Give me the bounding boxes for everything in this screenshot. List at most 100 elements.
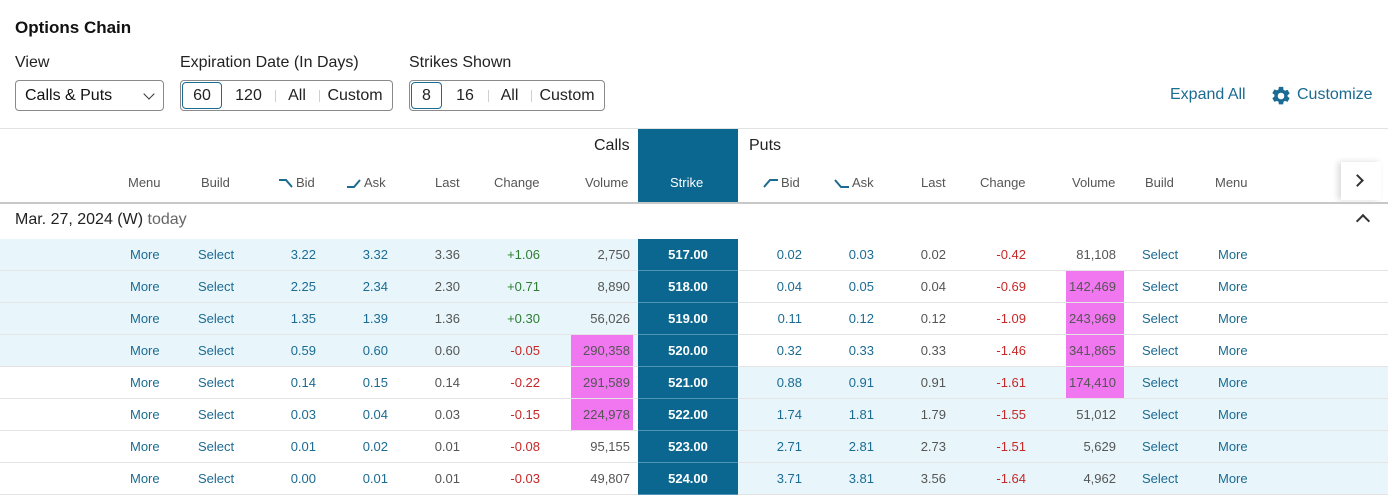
strike-price: 517.00 xyxy=(638,239,738,271)
put-bid: 0.11 xyxy=(777,311,802,326)
expiration-option-120[interactable]: 120 xyxy=(235,87,262,104)
call-last: 0.01 xyxy=(434,439,460,454)
expiry-note: today xyxy=(147,211,187,228)
put-last: 0.33 xyxy=(920,343,946,358)
put-more-link[interactable]: More xyxy=(1218,279,1248,294)
put-select-link[interactable]: Select xyxy=(1142,343,1179,358)
expiry-date: Mar. 27, 2024 (W) xyxy=(15,211,144,228)
call-select-link[interactable]: Select xyxy=(198,471,235,486)
call-last-header: Last xyxy=(435,175,460,190)
put-ask-header[interactable]: Ask xyxy=(834,175,874,190)
put-last: 0.02 xyxy=(920,247,946,262)
volume-highlight xyxy=(1066,335,1124,366)
call-select-link[interactable]: Select xyxy=(198,311,235,326)
call-ask: 0.01 xyxy=(362,471,388,486)
put-bid-header-label: Bid xyxy=(781,175,800,190)
put-more-link[interactable]: More xyxy=(1218,471,1248,486)
put-change: -1.64 xyxy=(996,471,1026,486)
put-select-link[interactable]: Select xyxy=(1142,311,1179,326)
put-change: -0.69 xyxy=(996,279,1026,294)
view-dropdown[interactable]: Calls & Puts xyxy=(15,80,164,111)
call-change: -0.15 xyxy=(510,407,540,422)
put-change: -1.09 xyxy=(996,311,1026,326)
call-select-link[interactable]: Select xyxy=(198,439,235,454)
put-change-header: Change xyxy=(980,175,1026,190)
put-volume: 81,108 xyxy=(1076,247,1116,262)
call-more-link[interactable]: More xyxy=(130,471,160,486)
put-bid-header[interactable]: Bid xyxy=(763,175,800,190)
table-row: More Select 0.14 0.15 0.14 -0.22 291,589 521.00… xyxy=(0,367,1388,399)
put-select-link[interactable]: Select xyxy=(1142,279,1179,294)
gear-icon[interactable] xyxy=(1270,85,1292,107)
call-bid: 0.01 xyxy=(290,439,316,454)
call-volume: 224,978 xyxy=(583,407,630,422)
expiration-segmented-control: 60 120 All Custom xyxy=(180,80,393,111)
call-side-bg xyxy=(0,431,638,462)
put-bid: 0.88 xyxy=(776,375,802,390)
strikes-option-custom[interactable]: Custom xyxy=(531,81,603,110)
expiration-option-60[interactable]: 60 xyxy=(182,82,222,109)
call-bid-header[interactable]: Bid xyxy=(278,175,315,190)
call-bid: 0.00 xyxy=(290,471,316,486)
put-select-link[interactable]: Select xyxy=(1142,375,1179,390)
call-change: -0.05 xyxy=(510,343,540,358)
put-ask: 0.12 xyxy=(848,311,874,326)
put-volume: 4,962 xyxy=(1083,471,1116,486)
strike-price: 523.00 xyxy=(638,431,738,463)
call-ask-header[interactable]: Ask xyxy=(346,175,386,190)
call-select-link[interactable]: Select xyxy=(198,279,235,294)
put-build-header: Build xyxy=(1145,175,1174,190)
strikes-option-8[interactable]: 8 xyxy=(411,82,442,109)
customize-link[interactable]: Customize xyxy=(1297,86,1373,103)
strike-price: 518.00 xyxy=(638,271,738,303)
call-side-bg xyxy=(0,271,638,302)
call-ask: 0.04 xyxy=(362,407,388,422)
expiration-label: Expiration Date (In Days) xyxy=(180,54,359,71)
strike-header-bg xyxy=(638,129,738,203)
put-side-bg xyxy=(738,463,1388,494)
strikes-option-16[interactable]: 16 xyxy=(456,87,474,104)
put-volume: 142,469 xyxy=(1069,279,1116,294)
put-more-link[interactable]: More xyxy=(1218,343,1248,358)
call-select-link[interactable]: Select xyxy=(198,375,235,390)
call-last: 0.60 xyxy=(434,343,460,358)
table-row: More Select 0.59 0.60 0.60 -0.05 290,358 520.00… xyxy=(0,335,1388,367)
put-select-link[interactable]: Select xyxy=(1142,407,1179,422)
call-more-link[interactable]: More xyxy=(130,375,160,390)
put-select-link[interactable]: Select xyxy=(1142,439,1179,454)
call-volume: 8,890 xyxy=(597,279,630,294)
put-last: 0.91 xyxy=(920,375,946,390)
call-select-link[interactable]: Select xyxy=(198,407,235,422)
put-change: -1.46 xyxy=(996,343,1026,358)
call-volume: 2,750 xyxy=(597,247,630,262)
call-more-link[interactable]: More xyxy=(130,343,160,358)
put-more-link[interactable]: More xyxy=(1218,311,1248,326)
expiration-option-all[interactable]: All xyxy=(275,81,319,110)
chevron-up-icon[interactable] xyxy=(1355,213,1371,229)
put-more-link[interactable]: More xyxy=(1218,407,1248,422)
call-more-link[interactable]: More xyxy=(130,247,160,262)
put-select-link[interactable]: Select xyxy=(1142,247,1179,262)
call-side-bg xyxy=(0,463,638,494)
call-more-link[interactable]: More xyxy=(130,407,160,422)
call-select-link[interactable]: Select xyxy=(198,343,235,358)
table-row: More Select 1.35 1.39 1.36 +0.30 56,026 519.00 0… xyxy=(0,303,1388,335)
scroll-right-button[interactable] xyxy=(1341,162,1381,200)
put-more-link[interactable]: More xyxy=(1218,439,1248,454)
expiry-row[interactable]: Mar. 27, 2024 (W) today xyxy=(15,211,187,229)
strikes-option-all[interactable]: All xyxy=(488,81,531,110)
put-last: 2.73 xyxy=(920,439,946,454)
put-more-link[interactable]: More xyxy=(1218,375,1248,390)
put-more-link[interactable]: More xyxy=(1218,247,1248,262)
chevron-down-icon xyxy=(143,88,155,100)
call-more-link[interactable]: More xyxy=(130,439,160,454)
call-more-link[interactable]: More xyxy=(130,311,160,326)
call-select-link[interactable]: Select xyxy=(198,247,235,262)
put-volume: 51,012 xyxy=(1076,407,1116,422)
put-select-link[interactable]: Select xyxy=(1142,471,1179,486)
expiration-option-custom[interactable]: Custom xyxy=(319,81,391,110)
call-more-link[interactable]: More xyxy=(130,279,160,294)
expand-all-link[interactable]: Expand All xyxy=(1170,86,1246,103)
options-table-body: More Select 3.22 3.32 3.36 +1.06 2,750 517.00 0.… xyxy=(0,239,1388,495)
table-row: More Select 3.22 3.32 3.36 +1.06 2,750 517.00 0.… xyxy=(0,239,1388,271)
